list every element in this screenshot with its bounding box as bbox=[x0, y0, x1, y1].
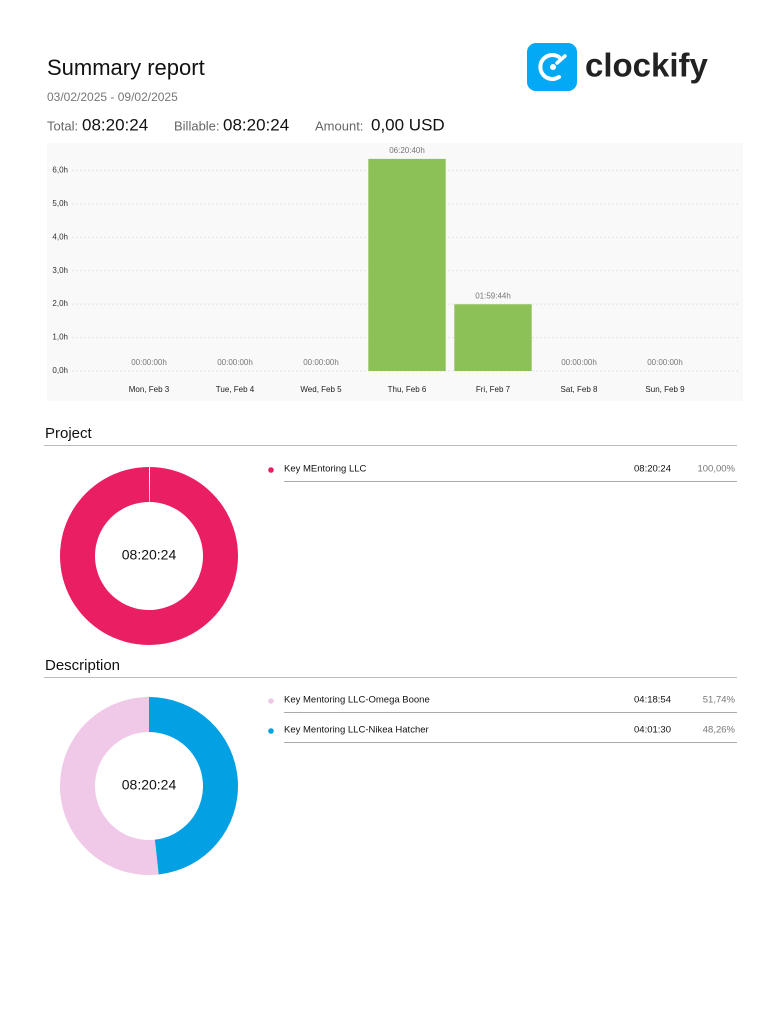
donut-slice bbox=[60, 467, 239, 645]
legend-percent: 51,74% bbox=[703, 695, 736, 706]
bar bbox=[368, 158, 446, 371]
x-tick-label: Wed, Feb 5 bbox=[300, 385, 342, 394]
y-tick-label: 3,0h bbox=[52, 266, 68, 275]
legend-duration: 08:20:24 bbox=[634, 464, 671, 475]
y-tick-label: 2,0h bbox=[52, 299, 68, 308]
logo-tick bbox=[555, 54, 567, 65]
donut-slice bbox=[59, 697, 159, 876]
legend-name: Key MEntoring LLC bbox=[284, 464, 367, 475]
legend-duration: 04:18:54 bbox=[634, 695, 671, 706]
billable-label: Billable: bbox=[174, 118, 220, 133]
bar-value-label: 00:00:00h bbox=[131, 358, 167, 367]
donut-center-label: 08:20:24 bbox=[122, 547, 177, 563]
y-tick-label: 1,0h bbox=[52, 333, 68, 342]
total-value: 08:20:24 bbox=[82, 115, 148, 134]
donut-slice bbox=[149, 697, 238, 875]
legend-name: Key Mentoring LLC-Nikea Hatcher bbox=[284, 725, 429, 736]
logo-text: clockify bbox=[585, 47, 709, 84]
report-title: Summary report bbox=[47, 55, 205, 80]
amount-label: Amount: bbox=[315, 118, 363, 133]
logo-dot bbox=[550, 64, 556, 70]
y-tick-label: 5,0h bbox=[52, 199, 68, 208]
legend-dot bbox=[268, 698, 274, 704]
bar-value-label: 00:00:00h bbox=[647, 358, 683, 367]
legend-percent: 100,00% bbox=[697, 464, 735, 475]
section-title: Description bbox=[45, 657, 120, 674]
y-tick-label: 4,0h bbox=[52, 232, 68, 241]
legend-dot bbox=[268, 467, 274, 473]
x-tick-label: Sun, Feb 9 bbox=[645, 385, 685, 394]
bar bbox=[454, 304, 532, 371]
x-tick-label: Fri, Feb 7 bbox=[476, 385, 511, 394]
billable-value: 08:20:24 bbox=[223, 115, 289, 134]
legend-name: Key Mentoring LLC-Omega Boone bbox=[284, 695, 430, 706]
y-tick-label: 6,0h bbox=[52, 166, 68, 175]
bar-value-label: 00:00:00h bbox=[303, 358, 339, 367]
amount-value: 0,00 USD bbox=[371, 115, 445, 134]
x-tick-label: Thu, Feb 6 bbox=[388, 385, 427, 394]
bar-value-label: 00:00:00h bbox=[561, 358, 597, 367]
bar-value-label: 06:20:40h bbox=[389, 146, 425, 155]
x-tick-label: Mon, Feb 3 bbox=[129, 385, 170, 394]
legend-percent: 48,26% bbox=[703, 725, 736, 736]
donut-center-label: 08:20:24 bbox=[122, 777, 177, 793]
logo-glyph bbox=[538, 53, 561, 81]
x-tick-label: Tue, Feb 4 bbox=[216, 385, 255, 394]
section-title: Project bbox=[45, 425, 93, 442]
legend-duration: 04:01:30 bbox=[634, 725, 671, 736]
y-tick-label: 0,0h bbox=[52, 366, 68, 375]
bar-value-label: 00:00:00h bbox=[217, 358, 253, 367]
x-tick-label: Sat, Feb 8 bbox=[561, 385, 598, 394]
legend-dot bbox=[268, 728, 274, 734]
total-label: Total: bbox=[47, 118, 78, 133]
date-range: 03/02/2025 - 09/02/2025 bbox=[47, 90, 178, 104]
bar-value-label: 01:59:44h bbox=[475, 291, 511, 300]
